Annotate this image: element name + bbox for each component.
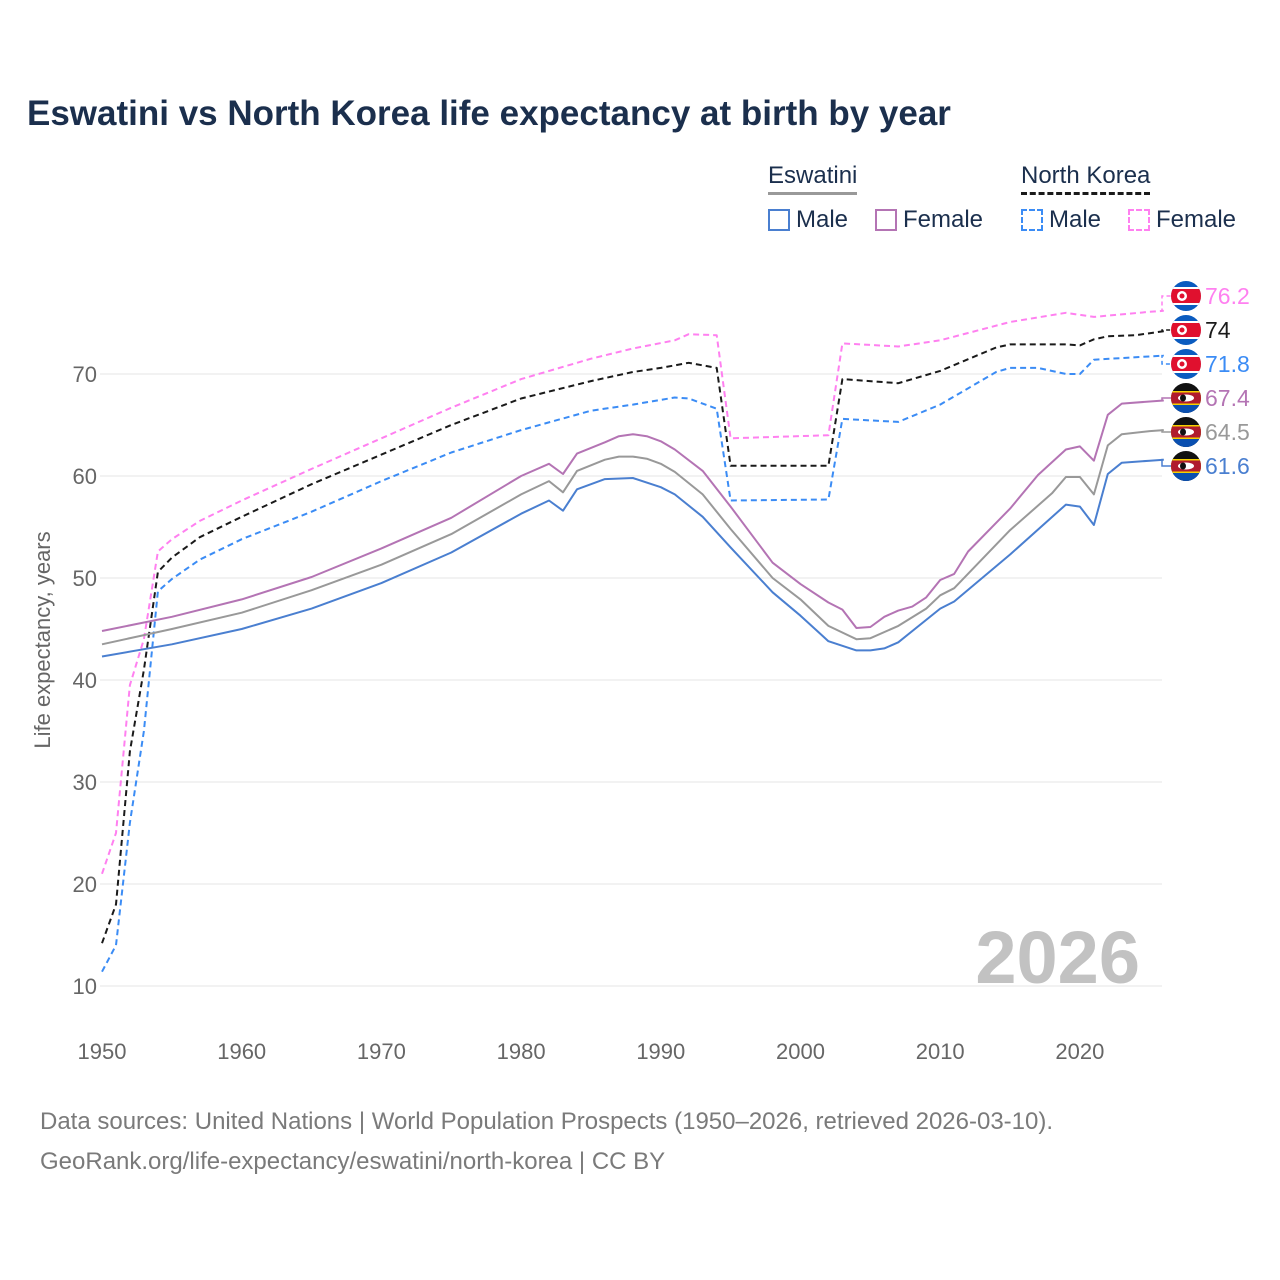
x-tick-label: 2000: [776, 1039, 825, 1064]
series-line-north-korea: [101, 330, 1164, 944]
legend-group-north-korea: North Korea: [1021, 162, 1151, 195]
legend-label: Male: [1049, 206, 1102, 233]
end-value-label: 67.4: [1205, 385, 1250, 411]
end-value-label: 61.6: [1205, 453, 1250, 479]
y-tick-label: 30: [73, 770, 97, 795]
series-line-eswatini-female: [101, 399, 1164, 632]
y-tick-label: 20: [73, 872, 97, 897]
series-line-eswatini: [101, 429, 1164, 646]
x-tick-label: 1950: [78, 1039, 127, 1064]
x-tick-label: 2010: [916, 1039, 965, 1064]
legend-eswatini-female: Female: [875, 206, 983, 234]
footer-sources: Data sources: United Nations | World Pop…: [40, 1108, 1054, 1135]
x-tick-label: 1960: [217, 1039, 266, 1064]
x-tick-label: 1970: [357, 1039, 406, 1064]
y-tick-label: 10: [73, 974, 97, 999]
chart-title: Eswatini vs North Korea life expectancy …: [27, 94, 951, 133]
eswatini-flag-icon: [1171, 417, 1201, 447]
series-line-north-korea-female: [101, 309, 1164, 875]
legend-label: Male: [796, 206, 849, 233]
footer-link[interactable]: GeoRank.org/life-expectancy/eswatini/nor…: [40, 1148, 666, 1175]
end-value-label: 71.8: [1205, 351, 1250, 377]
north-korea-flag-icon: [1171, 349, 1201, 379]
north-korea-flag-icon: [1171, 315, 1201, 345]
legend-north-korea-male: Male: [1021, 206, 1101, 234]
eswatini-flag-icon: [1171, 451, 1201, 481]
series-line-north-korea-male: [101, 354, 1164, 973]
y-axis-label: Life expectancy, years: [30, 531, 55, 748]
y-tick-label: 50: [73, 566, 97, 591]
end-label-connector: [1161, 329, 1172, 332]
end-label-connector: [1161, 458, 1172, 467]
eswatini-flag-icon: [1171, 383, 1201, 413]
y-tick-label: 40: [73, 668, 97, 693]
end-value-label: 64.5: [1205, 419, 1250, 445]
y-tick-label: 60: [73, 464, 97, 489]
legend-swatch: [1021, 209, 1043, 231]
y-tick-label: 70: [73, 362, 97, 387]
legend-north-korea-female: Female: [1128, 206, 1236, 234]
year-watermark: 2026: [975, 916, 1140, 999]
legend-swatch: [875, 209, 897, 231]
legend-swatch: [1128, 209, 1150, 231]
legend-label: Female: [1156, 206, 1237, 233]
series-line-eswatini-male: [101, 458, 1164, 658]
end-label-connector: [1161, 295, 1172, 312]
end-label-connector: [1161, 429, 1172, 433]
legend-group-eswatini: Eswatini: [768, 162, 858, 195]
end-label-connector: [1161, 397, 1172, 402]
end-label-connector: [1161, 354, 1172, 365]
legend-eswatini-male: Male: [768, 206, 848, 234]
x-tick-label: 1990: [636, 1039, 685, 1064]
legend-label: Female: [903, 206, 984, 233]
legend-swatch: [768, 209, 790, 231]
x-tick-label: 2020: [1055, 1039, 1104, 1064]
end-value-label: 76.2: [1205, 283, 1250, 309]
end-value-label: 74: [1205, 317, 1231, 343]
x-tick-label: 1980: [497, 1039, 546, 1064]
north-korea-flag-icon: [1171, 281, 1201, 311]
